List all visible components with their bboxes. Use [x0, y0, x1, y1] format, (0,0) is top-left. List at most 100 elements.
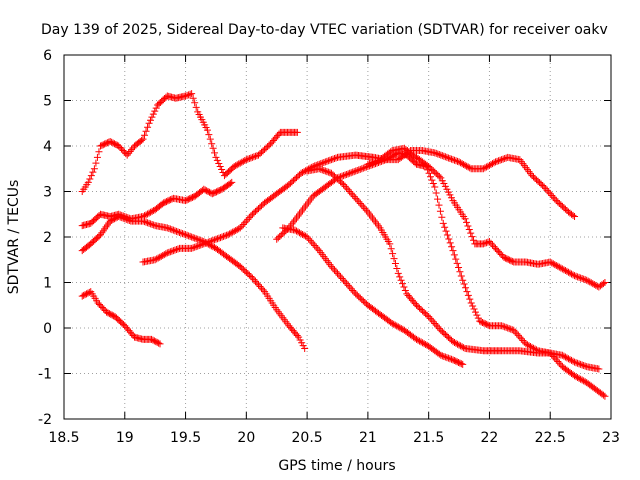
data-point: [241, 219, 249, 227]
data-point: [437, 174, 445, 182]
data-point: [154, 254, 162, 262]
data-point: [466, 164, 474, 172]
data-point: [463, 288, 471, 296]
data-point: [390, 255, 398, 263]
data-point: [244, 155, 252, 163]
data-point: [525, 342, 533, 350]
data-point: [449, 156, 457, 164]
data-point: [488, 241, 496, 249]
data-point: [350, 193, 358, 201]
data-point: [299, 230, 307, 238]
data-point: [347, 285, 355, 293]
data-point: [484, 238, 492, 246]
data-point: [142, 127, 150, 135]
data-point: [411, 300, 419, 308]
data-point: [147, 220, 155, 228]
data-point: [497, 250, 505, 258]
data-point: [441, 182, 449, 190]
data-point: [479, 165, 487, 173]
data-point: [80, 291, 88, 299]
data-point: [220, 232, 228, 240]
data-point: [147, 116, 155, 124]
data-point: [450, 156, 458, 164]
data-point: [571, 213, 579, 221]
data-point: [393, 264, 401, 272]
data-point: [241, 267, 249, 275]
data-point: [493, 157, 501, 165]
data-point: [448, 243, 456, 251]
data-point: [346, 188, 354, 195]
data-point: [256, 203, 264, 211]
data-point: [560, 266, 568, 274]
data-point: [414, 336, 422, 344]
data-point: [429, 167, 437, 175]
data-point: [168, 247, 176, 255]
data-point: [453, 259, 461, 267]
data-point: [201, 239, 209, 247]
data-point: [362, 206, 370, 214]
data-point: [599, 391, 607, 399]
data-point: [215, 159, 223, 167]
data-point: [163, 224, 171, 232]
data-point: [306, 236, 314, 244]
data-point: [156, 253, 164, 261]
data-point: [443, 231, 451, 239]
data-point: [575, 360, 583, 368]
data-point: [444, 333, 452, 341]
data-point: [561, 205, 569, 213]
data-point: [305, 235, 313, 243]
series-arc-2: [78, 90, 301, 195]
data-point: [326, 156, 334, 164]
data-point: [457, 360, 465, 368]
data-point: [125, 217, 133, 225]
data-point: [545, 188, 553, 196]
data-point: [554, 198, 562, 206]
data-point: [481, 239, 489, 247]
data-point: [580, 275, 588, 283]
data-point: [423, 311, 431, 319]
data-point: [245, 271, 253, 279]
data-series: [78, 90, 609, 400]
data-point: [460, 280, 468, 288]
data-point: [335, 271, 343, 279]
data-point: [191, 99, 199, 107]
data-point: [592, 281, 600, 289]
data-point: [563, 354, 571, 362]
data-point: [301, 344, 309, 352]
data-point: [300, 168, 308, 176]
data-point: [239, 265, 247, 273]
data-point: [115, 142, 123, 150]
data-point: [340, 172, 348, 180]
data-point: [456, 268, 464, 276]
data-point: [501, 155, 509, 163]
data-point: [386, 240, 394, 248]
data-point: [142, 211, 150, 219]
data-point: [459, 276, 467, 284]
data-point: [254, 205, 262, 213]
data-point: [149, 110, 157, 118]
data-point: [432, 189, 440, 197]
data-point: [209, 236, 217, 244]
data-point: [183, 91, 191, 99]
data-point: [142, 218, 150, 226]
data-point: [216, 162, 224, 170]
data-point: [171, 227, 179, 235]
data-point: [296, 229, 304, 237]
y-tick-label: 0: [43, 321, 52, 337]
data-point: [434, 323, 442, 331]
data-point: [446, 155, 454, 163]
data-point: [318, 159, 326, 167]
data-point: [218, 233, 226, 241]
data-point: [549, 352, 557, 360]
data-point: [432, 170, 440, 178]
data-point: [437, 151, 445, 159]
data-point: [390, 320, 398, 328]
data-point: [396, 324, 404, 332]
data-point: [467, 299, 475, 307]
data-point: [387, 148, 395, 156]
data-point: [549, 193, 557, 201]
series-arc-9: [364, 144, 609, 291]
data-point: [400, 283, 408, 291]
data-point: [452, 157, 460, 165]
data-point: [125, 149, 133, 157]
